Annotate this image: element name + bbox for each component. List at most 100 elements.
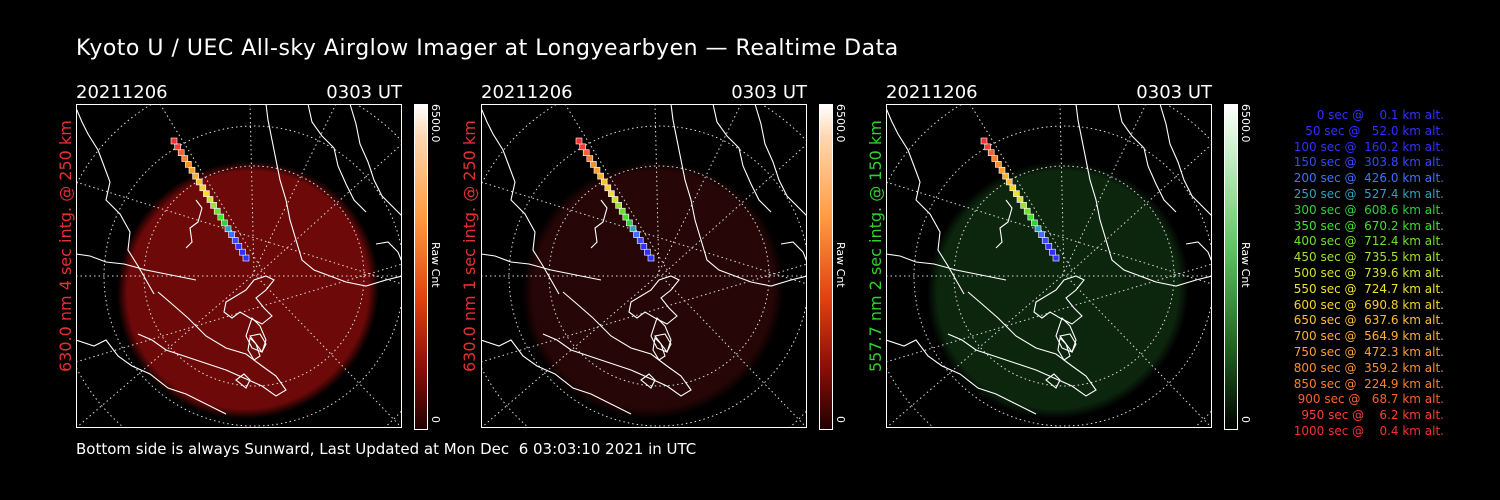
trajectory-marker: [1002, 172, 1009, 180]
coastline: [1045, 373, 1061, 389]
legend-entry: 700 sec @ 564.9 km alt.: [1293, 329, 1444, 344]
trajectory-marker: [185, 161, 192, 168]
trajectory-marker: [1023, 207, 1031, 215]
panel-time: 0303 UT: [326, 82, 402, 103]
panel-wavelength-label: 630.0 nm 4 sec intg. @ 250 km: [56, 120, 75, 372]
coastline: [481, 339, 632, 415]
trajectory-marker: [231, 237, 239, 244]
page-title: Kyoto U / UEC All-sky Airglow Imager at …: [76, 36, 899, 61]
colorbar-max: 6500.0: [429, 104, 442, 143]
colorbar-min: 0: [834, 416, 847, 423]
allsky-map: [481, 104, 807, 428]
imager-panel-1: 20211206 0303 UT: [76, 82, 402, 428]
legend-entry: 800 sec @ 359.2 km alt.: [1293, 360, 1444, 375]
legend-entry: 350 sec @ 670.2 km alt.: [1293, 218, 1444, 233]
trajectory-marker: [224, 225, 232, 233]
legend-entry: 900 sec @ 68.7 km alt.: [1297, 392, 1444, 407]
coastline: [481, 107, 560, 295]
graticule-line: [249, 104, 255, 277]
trajectory-marker: [199, 184, 207, 192]
graticule-circle: [143, 165, 365, 387]
colorbar: [414, 104, 428, 430]
trajectory-marker: [998, 166, 1006, 174]
graticule-line: [481, 263, 807, 363]
panel-time: 0303 UT: [1136, 82, 1212, 103]
imager-panel-2: 20211206 0303 UT: [481, 82, 807, 428]
panel-date: 20211206: [76, 82, 168, 103]
trajectory-marker: [1034, 225, 1042, 233]
trajectory-marker: [629, 225, 637, 233]
legend-entry: 950 sec @ 6.2 km alt.: [1301, 408, 1444, 423]
legend-entry: 850 sec @ 224.9 km alt.: [1293, 376, 1444, 391]
coastline: [780, 241, 807, 263]
legend-entry: 500 sec @ 739.6 km alt.: [1293, 265, 1444, 280]
trajectory-marker: [1038, 231, 1045, 238]
trajectory-marker: [987, 149, 995, 157]
trajectory-marker: [206, 196, 214, 203]
trajectory-marker: [170, 137, 178, 145]
colorbar-max: 6500.0: [834, 104, 847, 143]
legend-entry: 50 sec @ 52.0 km alt.: [1305, 123, 1444, 138]
graticule-line: [255, 275, 402, 428]
coastline: [886, 253, 1007, 281]
trajectory-marker: [195, 178, 203, 186]
coastline: [76, 339, 227, 415]
coastline: [712, 104, 772, 213]
legend-entry: 150 sec @ 303.8 km alt.: [1293, 155, 1444, 170]
trajectory-marker: [1049, 248, 1056, 256]
coastline: [349, 104, 402, 217]
trajectory-marker: [980, 137, 988, 145]
trajectory-marker: [575, 137, 583, 145]
map-frame: [481, 104, 807, 428]
graticule-line: [886, 263, 1212, 363]
trajectory-marker: [174, 143, 181, 151]
allsky-map: [886, 104, 1212, 428]
trajectory-marker: [991, 155, 999, 162]
trajectory-marker: [590, 161, 597, 168]
map-frame: [76, 104, 402, 428]
graticule-line: [255, 143, 402, 277]
coastline: [1159, 104, 1212, 217]
graticule-line: [886, 181, 1212, 285]
legend-entry: 0 sec @ 0.1 km alt.: [1316, 108, 1444, 122]
coastline: [628, 275, 680, 325]
trajectory-marker: [221, 219, 228, 227]
graticule-line: [886, 275, 1063, 428]
coastline: [137, 291, 287, 397]
coastline: [542, 291, 692, 397]
trajectory-marker: [213, 207, 221, 215]
trajectory-marker: [640, 243, 648, 250]
trajectory-marker: [633, 231, 640, 238]
graticule-line: [1061, 104, 1147, 277]
coastline: [223, 275, 275, 325]
trajectory-marker: [597, 172, 604, 180]
coastline: [235, 373, 251, 389]
legend-entry: 250 sec @ 527.4 km alt.: [1293, 186, 1444, 201]
colorbar: [819, 104, 833, 430]
legend-entry: 450 sec @ 735.5 km alt.: [1293, 250, 1444, 265]
coastline: [1033, 275, 1085, 325]
colorbar-max: 6500.0: [1239, 104, 1252, 143]
panel-wavelength-label: 630.0 nm 1 sec intg. @ 250 km: [460, 120, 479, 372]
trajectory-marker: [644, 248, 651, 256]
trajectory-marker: [177, 149, 185, 157]
trajectory-marker: [181, 155, 189, 162]
trajectory-marker: [192, 172, 199, 180]
panel-time: 0303 UT: [731, 82, 807, 103]
graticule-circle: [548, 165, 770, 387]
trajectory-legend: 0 sec @ 0.1 km alt. 50 sec @ 52.0 km alt.…: [1262, 108, 1444, 440]
colorbar: [1224, 104, 1238, 430]
coastline: [481, 253, 602, 281]
trajectory-marker: [626, 219, 633, 227]
coastline: [886, 339, 1037, 415]
trajectory-marker: [636, 237, 644, 244]
coastline: [375, 241, 402, 263]
coastline: [265, 104, 402, 287]
trajectory-marker: [1009, 184, 1017, 192]
coastline: [947, 291, 1097, 397]
graticule-line: [481, 181, 807, 285]
trajectory-marker: [1013, 190, 1020, 197]
colorbar-min: 0: [429, 416, 442, 423]
trajectory-marker: [615, 202, 622, 209]
graticule-line: [481, 275, 658, 428]
